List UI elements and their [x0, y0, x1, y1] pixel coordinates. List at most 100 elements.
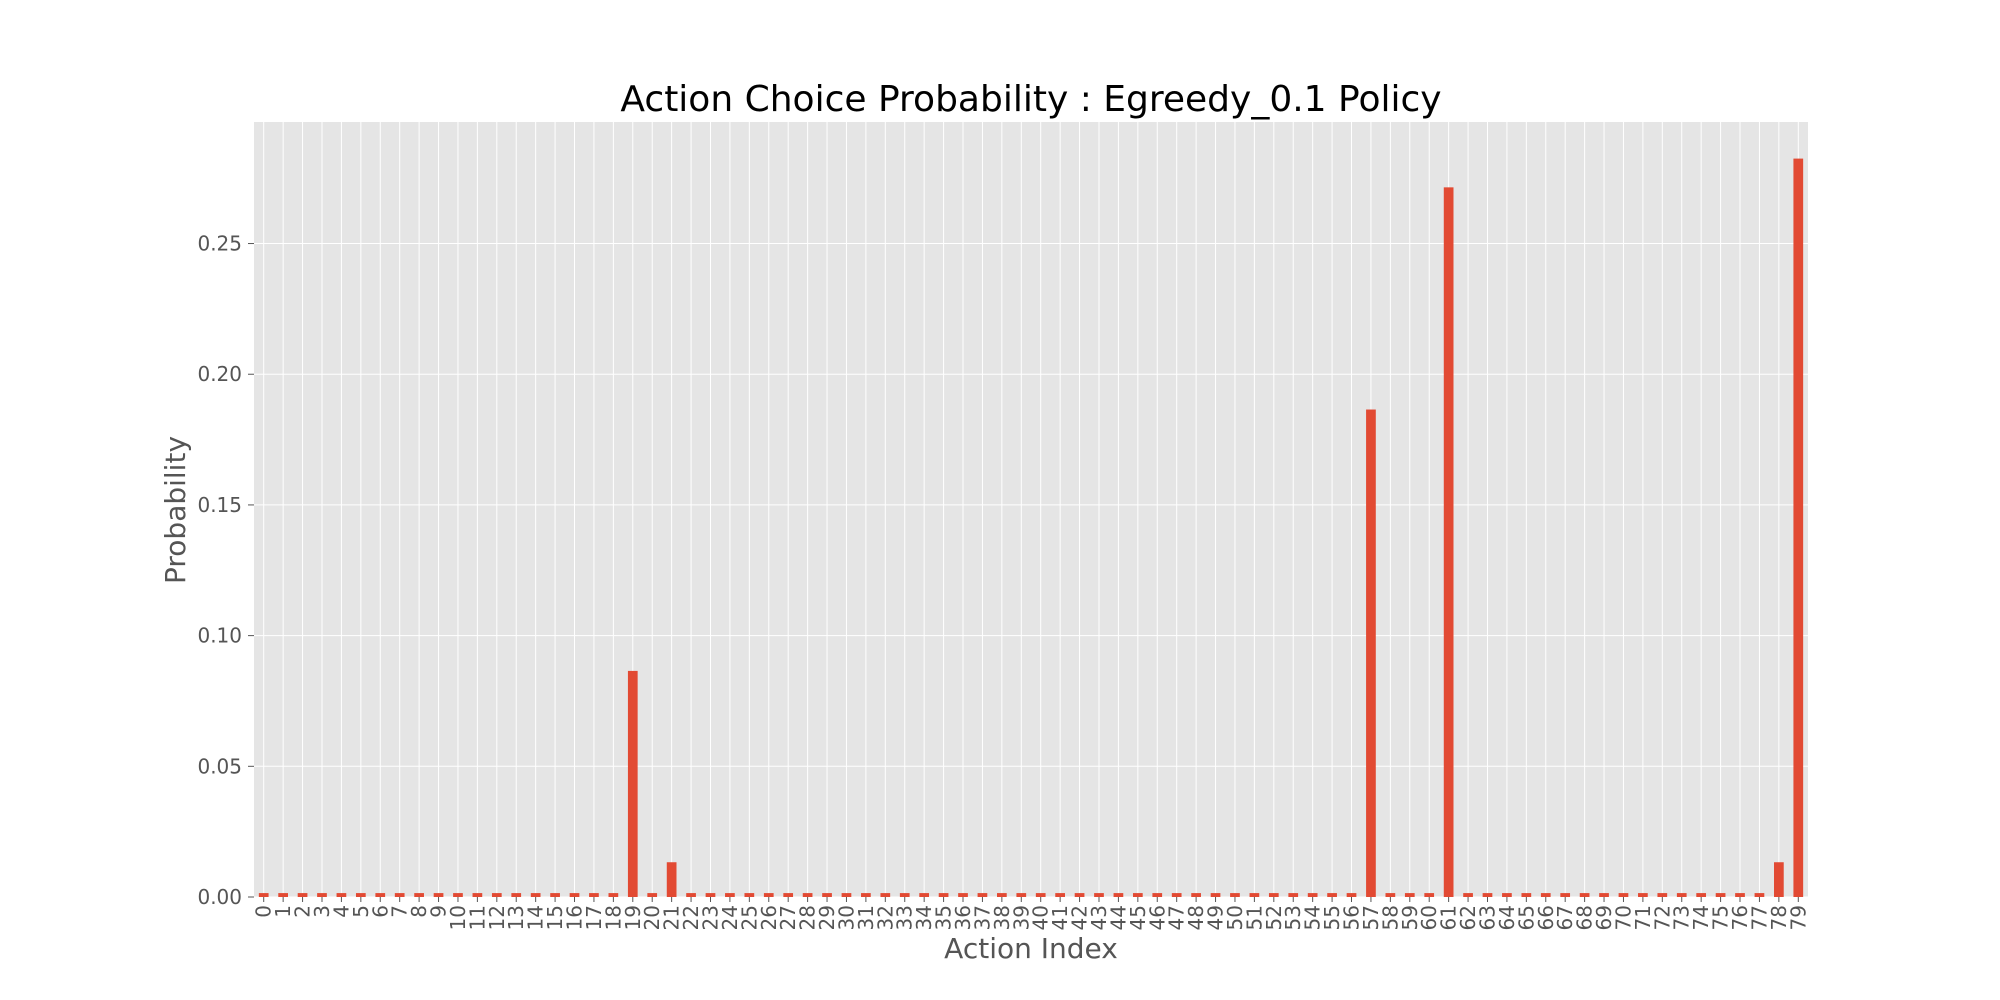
x-tick-label: 76 — [1728, 905, 1752, 930]
x-tick-label: 17 — [582, 905, 606, 930]
bar — [491, 893, 502, 897]
bar — [1288, 893, 1299, 897]
bar — [1715, 893, 1726, 897]
x-tick-label: 22 — [679, 905, 703, 930]
bar — [938, 893, 949, 897]
x-tick-label: 5 — [349, 905, 373, 918]
bar — [1579, 893, 1590, 897]
bar — [783, 893, 794, 897]
bar — [1366, 409, 1376, 897]
x-tick-label: 24 — [718, 905, 742, 930]
bar — [569, 893, 580, 897]
x-tick-label: 20 — [640, 905, 664, 930]
x-tick-label: 2 — [291, 905, 315, 918]
x-tick-label: 57 — [1359, 905, 1383, 930]
bar — [1230, 893, 1240, 897]
x-tick-label: 47 — [1165, 905, 1189, 930]
bar — [686, 893, 696, 897]
bar — [1657, 893, 1668, 897]
bar — [1521, 893, 1532, 897]
bar — [861, 893, 871, 897]
bar — [1074, 893, 1085, 897]
x-tick-label: 0 — [252, 905, 276, 918]
bar — [394, 893, 405, 897]
x-tick-label: 21 — [660, 905, 684, 930]
bar — [977, 893, 988, 897]
bar — [1307, 893, 1318, 897]
x-tick-label: 13 — [504, 905, 528, 930]
x-tick-label: 58 — [1378, 905, 1402, 930]
bar — [1210, 893, 1221, 897]
x-tick-label: 50 — [1223, 905, 1247, 930]
bar — [453, 893, 463, 897]
x-tick-label: 66 — [1534, 905, 1558, 930]
bar — [414, 893, 424, 897]
bar — [511, 893, 522, 897]
bar — [1774, 862, 1784, 897]
x-tick-label: 72 — [1650, 905, 1674, 930]
x-tick-label: 7 — [388, 905, 412, 918]
x-tick-label: 69 — [1592, 905, 1616, 930]
y-axis-ticks: 0.00 0.05 0.10 0.15 0.20 0.25 — [197, 232, 254, 909]
x-tick-label: 30 — [834, 905, 858, 930]
bar — [433, 893, 444, 897]
bar — [608, 893, 619, 897]
bar — [802, 893, 813, 897]
x-tick-label: 26 — [757, 905, 781, 930]
bar — [1094, 893, 1104, 897]
bar — [258, 893, 269, 897]
x-tick-label: 55 — [1320, 905, 1344, 930]
x-tick-label: 27 — [776, 905, 800, 930]
x-tick-label: 16 — [563, 905, 587, 930]
x-tick-label: 14 — [524, 905, 548, 930]
x-tick-label: 49 — [1204, 905, 1228, 930]
x-tick-label: 46 — [1145, 905, 1169, 930]
x-tick-label: 67 — [1553, 905, 1577, 930]
x-tick-label: 54 — [1301, 905, 1325, 930]
bar — [666, 862, 677, 897]
bar — [336, 893, 347, 897]
bar — [1502, 893, 1512, 897]
bar — [375, 893, 386, 897]
bar — [744, 893, 755, 897]
bar — [1016, 893, 1027, 897]
x-tick-label: 9 — [427, 905, 451, 918]
bar — [589, 893, 599, 897]
bar — [899, 893, 910, 897]
x-tick-label: 45 — [1126, 905, 1150, 930]
x-tick-label: 4 — [329, 905, 353, 918]
bar — [1385, 893, 1396, 897]
x-tick-label: 6 — [368, 905, 392, 918]
bar — [297, 893, 308, 897]
x-tick-label: 71 — [1631, 905, 1655, 930]
bar — [472, 893, 483, 897]
bar — [647, 893, 658, 897]
y-tick-label: 0.25 — [197, 232, 242, 256]
x-tick-label: 37 — [970, 905, 994, 930]
bar — [958, 893, 968, 897]
bar — [1035, 893, 1046, 897]
bar — [1424, 893, 1435, 897]
bar — [1618, 893, 1629, 897]
x-tick-label: 56 — [1340, 905, 1364, 930]
bar — [1152, 893, 1163, 897]
x-tick-label: 8 — [407, 905, 431, 918]
bar — [1346, 893, 1357, 897]
bar — [1055, 893, 1065, 897]
bar — [1171, 893, 1182, 897]
gridlines — [254, 122, 1808, 898]
x-tick-label: 29 — [815, 905, 839, 930]
bar — [278, 893, 288, 897]
x-tick-label: 3 — [310, 905, 334, 918]
bar — [550, 893, 560, 897]
plot-area — [254, 122, 1808, 897]
x-tick-label: 61 — [1437, 905, 1461, 930]
x-tick-label: 39 — [1009, 905, 1033, 930]
bar — [1735, 893, 1745, 897]
x-tick-label: 35 — [932, 905, 956, 930]
y-axis-label: Probability — [159, 436, 192, 584]
bar — [1676, 893, 1687, 897]
bar — [1327, 893, 1337, 897]
x-tick-label: 63 — [1475, 905, 1499, 930]
x-tick-label: 38 — [990, 905, 1014, 930]
